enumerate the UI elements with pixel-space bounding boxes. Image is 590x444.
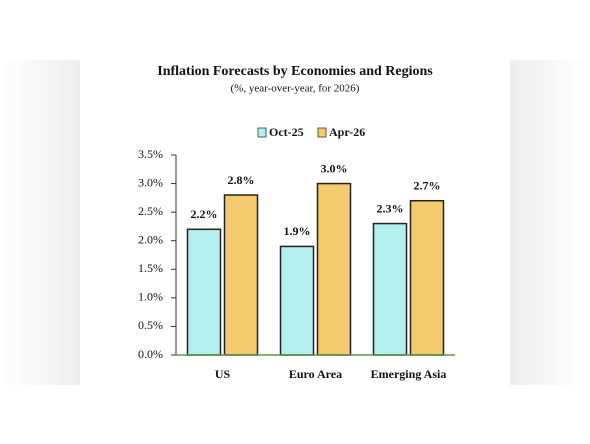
y-tick-label: 2.0% — [138, 232, 163, 246]
x-tick-label: US — [215, 367, 231, 381]
value-label: 2.7% — [414, 178, 441, 192]
legend-label: Oct-25 — [269, 125, 304, 139]
y-tick-label: 0.5% — [138, 318, 163, 332]
x-tick-label: Euro Area — [289, 367, 342, 381]
y-tick-label: 1.5% — [138, 261, 163, 275]
x-tick-label: Emerging Asia — [371, 367, 447, 381]
bar — [223, 194, 259, 356]
legend-swatch — [257, 127, 267, 138]
value-label: 1.9% — [284, 224, 311, 238]
value-label: 2.8% — [228, 173, 255, 187]
bar — [316, 182, 352, 356]
value-label: 2.2% — [191, 207, 218, 221]
bar — [279, 245, 315, 356]
value-label: 2.3% — [377, 201, 404, 215]
bar — [409, 199, 445, 356]
legend-swatch — [317, 127, 327, 138]
bar — [372, 222, 408, 356]
bar — [186, 228, 222, 356]
value-label: 3.0% — [321, 161, 348, 175]
legend-label: Apr-26 — [329, 125, 365, 139]
y-tick-label: 0.0% — [138, 347, 163, 361]
chart-subtitle: (%, year-over-year, for 2026) — [231, 83, 360, 95]
side-panel — [510, 60, 590, 385]
y-tick-label: 3.0% — [138, 175, 163, 189]
chart-title: Inflation Forecasts by Economies and Reg… — [157, 64, 433, 79]
y-tick-label: 3.5% — [138, 147, 163, 161]
y-tick-label: 1.0% — [138, 290, 163, 304]
y-tick-label: 2.5% — [138, 204, 163, 218]
side-panel — [0, 60, 80, 385]
